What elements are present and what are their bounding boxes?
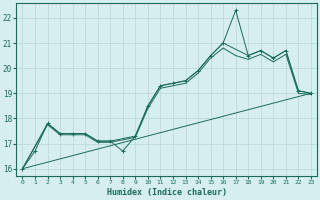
X-axis label: Humidex (Indice chaleur): Humidex (Indice chaleur) (107, 188, 227, 197)
